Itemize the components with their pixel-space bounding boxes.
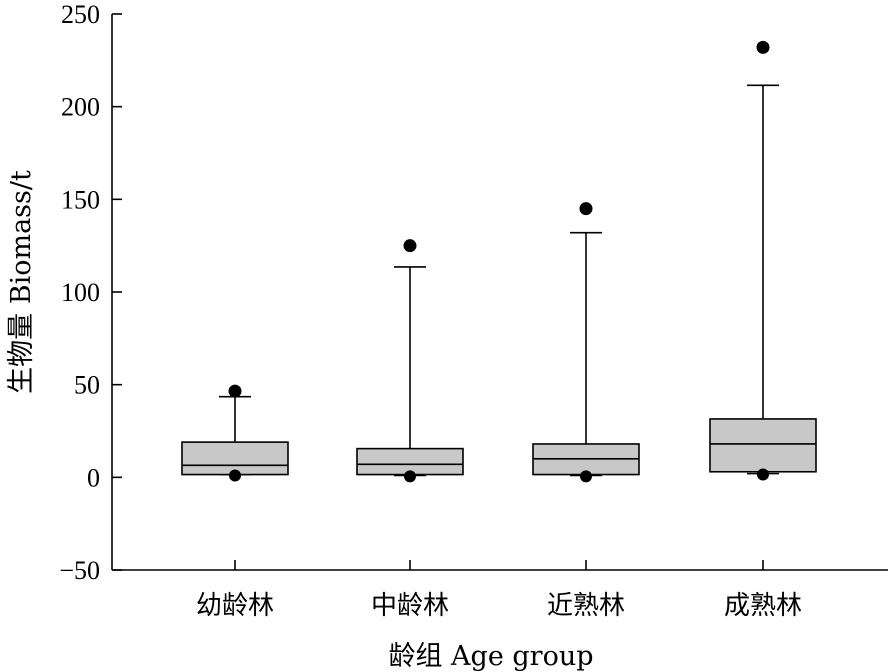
y-tick-label: 250 [61,0,100,29]
x-axis-title: 龄组 Age group [388,641,593,672]
y-tick-label: 150 [61,185,100,214]
y-tick-label: 0 [87,463,100,492]
x-axis: 幼龄林 中龄林 近熟林 成熟林 [112,560,888,621]
outlier-point [580,470,592,483]
y-tick-label: −50 [59,556,100,585]
y-tick-label: 50 [74,371,100,400]
outlier-point [756,40,770,54]
outlier-point [404,470,416,483]
box-group [532,202,640,483]
box-iqr [709,418,817,473]
x-tick-label: 幼龄林 [196,591,274,621]
outlier-point [403,239,417,253]
x-tick-label: 近熟林 [547,591,625,621]
y-tick-label: 200 [61,93,100,122]
box-group [181,384,289,482]
outlier-point [757,468,769,481]
y-axis: −50 0 50 100 150 200 250 [59,0,122,585]
outlier-point [229,469,241,482]
box-group [356,239,464,483]
outlier-point [579,202,593,216]
box-group [709,40,817,481]
outlier-point [228,384,242,398]
y-axis-title: 生物量 Biomass/t [6,170,37,394]
box-series [181,40,817,483]
x-tick-label: 中龄林 [371,591,449,621]
x-tick-label: 成熟林 [724,591,802,621]
y-tick-label: 100 [61,278,100,307]
